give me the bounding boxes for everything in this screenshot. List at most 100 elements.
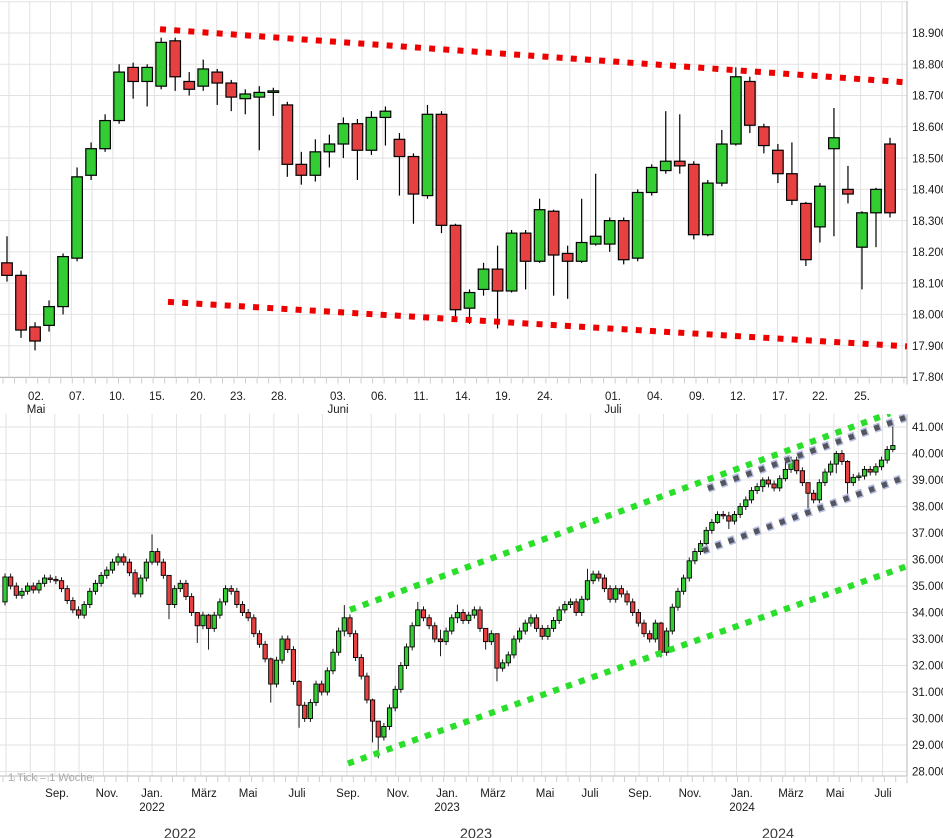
daily-horizontal-grid xyxy=(0,1,907,378)
candle xyxy=(828,463,834,473)
candle xyxy=(505,232,518,292)
candle xyxy=(323,143,336,153)
y-axis-label: 17.800 xyxy=(912,372,943,384)
candle xyxy=(828,137,840,150)
y-axis-label: 18.900 xyxy=(912,28,943,40)
candle xyxy=(99,119,112,150)
candle xyxy=(364,675,370,701)
candle xyxy=(878,459,885,468)
candle xyxy=(567,601,574,606)
candle xyxy=(811,492,817,501)
candle xyxy=(222,588,229,603)
candle xyxy=(471,609,477,616)
x-axis-label: Mai xyxy=(826,788,845,800)
x-axis-label: 10. xyxy=(109,391,125,403)
candle xyxy=(126,561,133,574)
candle xyxy=(449,224,462,311)
x-axis-sublabel: Juni xyxy=(327,404,348,416)
candle xyxy=(43,306,55,326)
candle xyxy=(2,576,8,603)
candle xyxy=(816,482,822,501)
candle xyxy=(709,521,715,531)
candle xyxy=(409,625,415,648)
candle xyxy=(760,479,766,488)
y-axis-label: 18.200 xyxy=(912,247,943,259)
x-axis-label: 02. xyxy=(28,391,44,403)
candle xyxy=(873,466,879,473)
candle xyxy=(415,609,421,627)
x-axis-label: 19. xyxy=(495,391,511,403)
candle xyxy=(313,683,319,704)
candle xyxy=(138,577,144,595)
weekly-candles xyxy=(2,420,896,759)
x-axis-label: Nov. xyxy=(96,788,119,800)
y-axis-label: 17.900 xyxy=(912,341,943,353)
candle xyxy=(381,726,387,738)
y-axis-label: 39.000 xyxy=(912,475,943,487)
candle xyxy=(347,617,353,635)
y-axis-label: 36.000 xyxy=(912,555,943,567)
x-axis-label: Jan. xyxy=(731,788,753,800)
candle xyxy=(189,596,195,613)
x-axis-label: 06. xyxy=(371,391,387,403)
candle xyxy=(70,600,76,611)
candle xyxy=(245,612,251,619)
candle xyxy=(607,588,613,600)
candle xyxy=(618,588,624,595)
candle xyxy=(369,699,376,722)
candle xyxy=(25,585,31,592)
candle xyxy=(132,572,138,595)
candle xyxy=(239,604,246,613)
candle xyxy=(239,93,252,100)
candle xyxy=(15,274,27,331)
candle xyxy=(500,662,506,669)
candle xyxy=(488,633,494,643)
candle xyxy=(166,574,172,606)
candle xyxy=(353,633,359,659)
y-axis-label: 18.800 xyxy=(912,59,943,71)
candle xyxy=(109,561,116,571)
candle xyxy=(194,612,200,627)
candle xyxy=(589,235,602,245)
candle xyxy=(601,577,608,590)
candle xyxy=(782,468,788,480)
candle xyxy=(13,585,19,596)
x-axis-label: 28. xyxy=(271,391,287,403)
x-axis-label: 23. xyxy=(230,391,246,403)
x-axis-label: Juli xyxy=(581,788,598,800)
candle xyxy=(714,514,721,523)
candle xyxy=(460,612,466,621)
candle xyxy=(737,506,743,515)
candle xyxy=(884,143,896,214)
candle xyxy=(217,601,223,616)
candle xyxy=(251,617,257,635)
candle xyxy=(358,657,364,677)
x-axis-sublabel: 2022 xyxy=(139,802,165,814)
y-axis-label: 18.000 xyxy=(912,310,943,322)
candle xyxy=(426,617,432,627)
candle xyxy=(466,614,472,621)
green-trendline xyxy=(346,563,907,767)
candle xyxy=(398,665,404,690)
candle xyxy=(617,220,630,261)
candle xyxy=(295,163,308,176)
x-axis-label: 20. xyxy=(190,391,206,403)
candle xyxy=(85,148,97,176)
candle xyxy=(155,551,161,563)
x-axis-label: Sep. xyxy=(628,788,652,800)
candle xyxy=(234,590,240,605)
daily-x-axis-labels: 02.Mai 07. 10. 15. 20. 23. 28. 03.Juni 06. 11. 14.… xyxy=(27,391,870,416)
candle xyxy=(659,160,672,172)
candle xyxy=(556,609,562,621)
candle xyxy=(267,90,280,94)
candle xyxy=(675,590,681,608)
candle xyxy=(211,71,224,84)
y-axis-label: 33.000 xyxy=(912,634,943,646)
y-axis-label: 18.500 xyxy=(912,153,943,165)
x-axis-label: 04. xyxy=(647,391,663,403)
y-axis-label: 18.700 xyxy=(912,91,943,103)
candle xyxy=(850,476,856,484)
red-trendline xyxy=(167,298,907,350)
x-axis-label: 15. xyxy=(149,391,165,403)
